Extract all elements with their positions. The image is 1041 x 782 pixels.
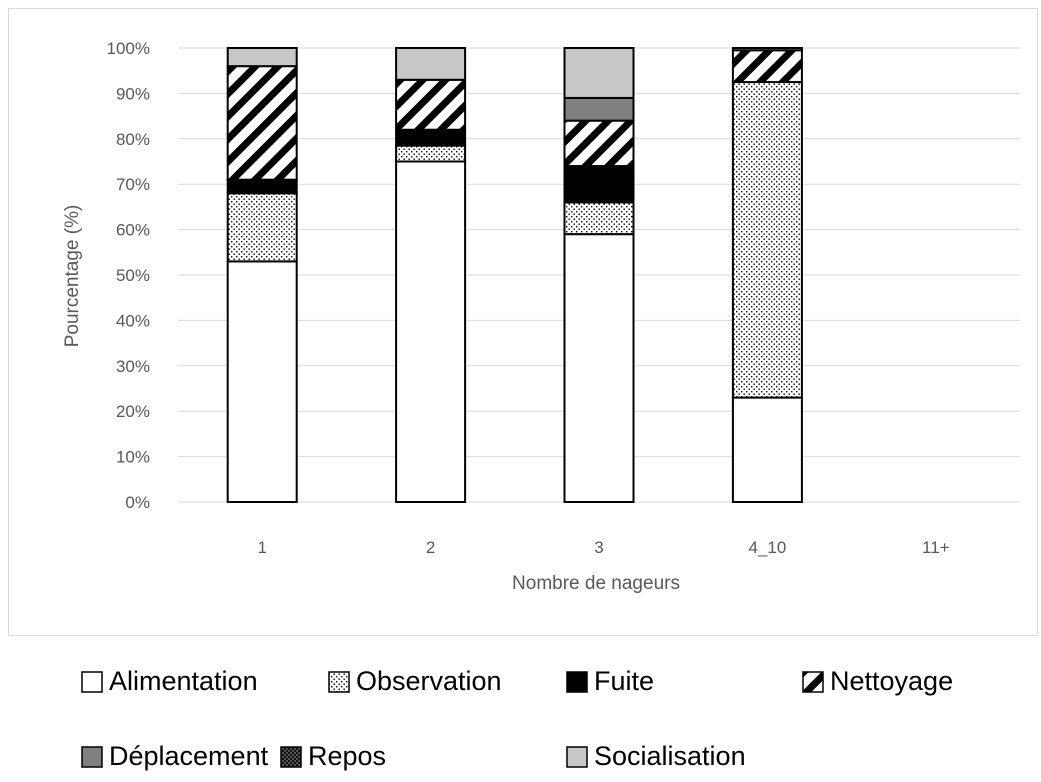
x-tick-labels: 1 2 3 4_10 11+ [257,538,949,557]
legend-swatch [81,671,103,693]
bar-segment-nettoyage-1 [226,65,298,181]
bar-segment-alimentation-2 [395,160,467,503]
bar-segment-fuite-3 [563,165,635,204]
y-tick-label: 10% [116,448,150,467]
bar-segment-fuite-2 [395,128,467,147]
bar-segment-deplacement-3 [563,96,635,122]
legend-entry-nettoyage: Nettoyage [802,666,953,696]
y-tick-label: 90% [116,84,150,103]
bar-segment-socialisation-1 [226,47,298,68]
legend-label: Nettoyage [830,666,953,696]
legend-swatch [280,746,302,768]
legend-swatch [566,671,588,693]
legend-entry-alimentation: Alimentation [81,666,258,696]
x-tick-label: 1 [257,538,266,557]
legend-entry-deplacement: Déplacement [81,741,269,771]
y-tick-label: 40% [116,311,150,330]
bar-segment-observation-3 [563,201,635,236]
y-tick-label: 100% [107,39,150,58]
y-tick-label: 60% [116,221,150,240]
legend-swatch [566,746,588,768]
bar-segment-socialisation-3 [563,47,635,99]
bar-segment-socialisation-4_10 [731,47,803,52]
bar-segment-socialisation-2 [395,47,467,81]
bar-segment-nettoyage-4_10 [731,49,803,84]
legend-entry-observation: Observation [328,666,502,696]
x-axis-title: Nombre de nageurs [512,573,680,594]
legend-label: Socialisation [594,741,746,771]
legend-swatch [802,671,824,693]
y-tick-label: 20% [116,402,150,421]
bars [226,47,803,503]
legend: Alimentation Observation Fuite Nettoyage Dép… [81,666,953,771]
bar-segment-observation-1 [226,192,298,263]
legend-label: Observation [356,666,502,696]
y-tick-label: 30% [116,357,150,376]
bar-segment-observation-2 [395,144,467,163]
bar-segment-alimentation-1 [226,260,298,503]
legend-label: Déplacement [109,741,269,771]
bar-segment-alimentation-4_10 [731,396,803,503]
bar-segment-nettoyage-2 [395,78,467,131]
bar-segment-nettoyage-3 [563,119,635,168]
x-tick-label: 3 [594,538,603,557]
x-tick-label: 4_10 [748,538,786,557]
legend-label: Fuite [594,666,654,696]
y-tick-label: 70% [116,175,150,194]
y-tick-label: 80% [116,130,150,149]
y-axis-title: Pourcentage (%) [62,205,83,348]
y-tick-label: 50% [116,266,150,285]
bar-segment-alimentation-3 [563,233,635,503]
y-tick-labels: 0% 10% 20% 30% 40% 50% 60% 70% 80% 90% 100% [107,39,150,512]
y-tick-label: 0% [125,493,150,512]
legend-entry-fuite: Fuite [566,666,654,696]
x-tick-label: 2 [426,538,435,557]
legend-label: Alimentation [109,666,258,696]
legend-swatch [328,671,350,693]
x-tick-label: 11+ [922,538,950,557]
legend-entry-socialisation: Socialisation [566,741,746,771]
bar-segment-observation-4_10 [731,81,803,399]
chart-frame [8,8,1038,636]
legend-entry-repos: Repos [280,741,386,771]
legend-label: Repos [308,741,386,771]
bar-segment-fuite-1 [226,178,298,195]
legend-swatch [81,746,103,768]
